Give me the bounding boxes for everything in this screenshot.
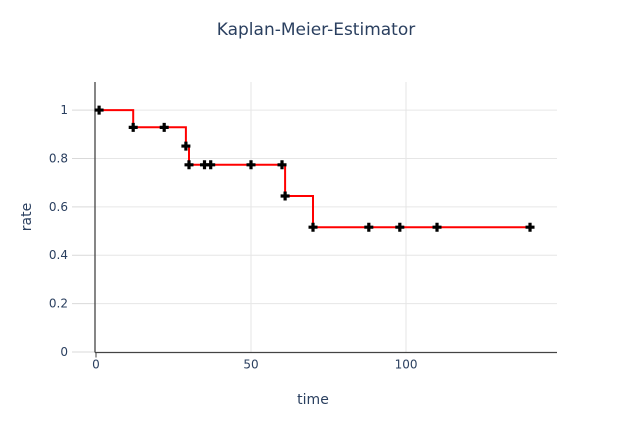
x-axis-tick-labels: 0 50 100 — [92, 358, 417, 372]
data-point-marker-t88[interactable] — [364, 222, 374, 232]
data-point-marker-t60[interactable] — [277, 160, 287, 170]
data-point-marker-t1[interactable] — [94, 105, 104, 115]
observation-cross-markers[interactable] — [94, 105, 535, 232]
data-point-marker-t35[interactable] — [200, 160, 210, 170]
y-tick-label-0.2: 0.2 — [49, 297, 68, 311]
data-point-marker-t50[interactable] — [246, 160, 256, 170]
y-axis-title: rate — [19, 203, 35, 231]
data-point-marker-t29[interactable] — [181, 141, 191, 151]
data-point-marker-t12[interactable] — [128, 122, 138, 132]
gridlines — [95, 82, 557, 353]
data-point-marker-t37[interactable] — [206, 160, 216, 170]
x-tick-label-50: 50 — [243, 358, 258, 372]
y-axis-tick-labels: 0 0.2 0.4 0.6 0.8 1 — [49, 103, 68, 359]
data-point-marker-t70[interactable] — [308, 222, 318, 232]
y-tick-label-0.6: 0.6 — [49, 200, 68, 214]
data-point-marker-t30[interactable] — [184, 160, 194, 170]
data-point-marker-t140[interactable] — [525, 222, 535, 232]
x-tick-label-0: 0 — [92, 358, 100, 372]
y-tick-label-0.4: 0.4 — [49, 248, 68, 262]
chart-title: Kaplan-Meier-Estimator — [217, 20, 415, 40]
x-axis-title: time — [297, 392, 329, 408]
data-point-marker-t98[interactable] — [395, 222, 405, 232]
tick-stubs — [72, 109, 95, 353]
axis-lines — [94, 82, 557, 358]
data-point-marker-t61[interactable] — [280, 191, 290, 201]
data-point-marker-t110[interactable] — [432, 222, 442, 232]
y-tick-label-0.8: 0.8 — [49, 151, 68, 165]
data-point-marker-t22[interactable] — [159, 122, 169, 132]
y-tick-label-0: 0 — [60, 345, 68, 359]
x-tick-label-100: 100 — [395, 358, 418, 372]
y-tick-label-1: 1 — [60, 103, 68, 117]
